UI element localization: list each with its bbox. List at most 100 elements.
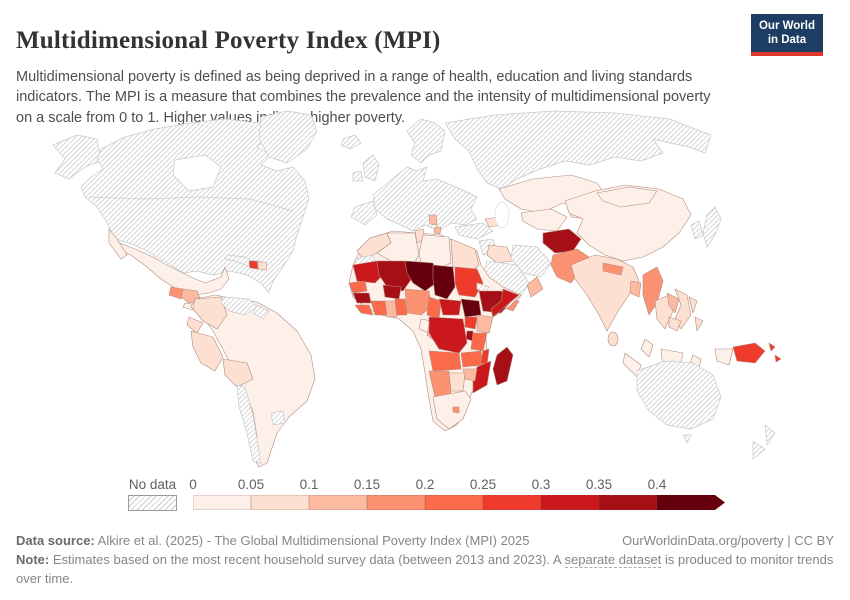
map-region[interactable] — [433, 226, 442, 235]
legend-bin[interactable] — [425, 495, 483, 510]
map-region[interactable] — [690, 220, 704, 240]
map-region[interactable] — [404, 288, 432, 316]
map-region[interactable] — [168, 286, 184, 300]
map-region[interactable] — [462, 368, 478, 382]
map-region[interactable] — [454, 266, 484, 298]
legend-bin[interactable] — [541, 495, 599, 510]
map-region[interactable] — [394, 298, 408, 316]
map-region[interactable] — [438, 298, 462, 316]
map-region[interactable] — [370, 300, 388, 316]
map-region[interactable] — [382, 284, 402, 300]
map-region[interactable] — [352, 292, 372, 304]
map-region[interactable] — [258, 110, 318, 164]
map-region[interactable] — [354, 304, 374, 316]
map-region[interactable] — [362, 154, 380, 182]
map-region[interactable] — [348, 280, 368, 294]
map-region[interactable] — [492, 346, 514, 386]
map-region[interactable] — [520, 208, 568, 232]
page-title: Multidimensional Poverty Index (MPI) — [16, 26, 441, 54]
map-region[interactable] — [248, 260, 259, 270]
map-region[interactable] — [114, 240, 230, 296]
map-region[interactable] — [752, 440, 766, 460]
map-region[interactable] — [732, 342, 766, 364]
note-line: Note: Estimates based on the most recent… — [16, 551, 834, 589]
note-suffix: is produced to monitor trends over time. — [16, 551, 834, 586]
map-region[interactable] — [764, 424, 776, 446]
map-region[interactable] — [444, 110, 712, 190]
legend-tick: 0.05 — [237, 477, 265, 492]
map-region[interactable] — [668, 316, 682, 332]
map-region[interactable] — [270, 410, 286, 426]
map-region[interactable] — [406, 118, 446, 164]
map-region[interactable] — [428, 214, 438, 226]
map-region[interactable] — [464, 316, 478, 330]
legend-tick: 0 — [189, 477, 197, 492]
legend-bin[interactable] — [483, 495, 541, 510]
map-region[interactable] — [340, 134, 362, 150]
legend-bin[interactable] — [657, 495, 725, 510]
map-region[interactable] — [350, 200, 378, 226]
map-region[interactable] — [257, 260, 268, 271]
map-region[interactable] — [526, 276, 544, 298]
map-region[interactable] — [432, 390, 472, 430]
legend-bin[interactable] — [193, 495, 251, 510]
map-region[interactable] — [636, 360, 722, 430]
map-region[interactable] — [602, 262, 624, 276]
map-region[interactable] — [52, 134, 102, 180]
map-region[interactable] — [674, 288, 692, 330]
map-region[interactable] — [384, 300, 398, 318]
map-region[interactable] — [564, 184, 692, 262]
map-region[interactable] — [190, 330, 224, 372]
legend-bin[interactable] — [309, 495, 367, 510]
legend-tick: 0.15 — [353, 477, 381, 492]
map-region[interactable] — [486, 244, 514, 264]
map-region[interactable] — [252, 304, 270, 320]
map-region[interactable] — [452, 406, 460, 414]
legend-tick: 0.4 — [647, 477, 667, 492]
map-region[interactable] — [450, 238, 480, 272]
map-region[interactable] — [236, 384, 262, 464]
legend-bin[interactable] — [251, 495, 309, 510]
map-region[interactable] — [570, 254, 640, 332]
legend-no-data-swatch[interactable] — [128, 495, 177, 511]
map-region[interactable] — [629, 280, 642, 298]
map-region[interactable] — [220, 296, 258, 316]
map-region[interactable] — [426, 296, 442, 320]
legend-tick: 0.1 — [299, 477, 319, 492]
map-region[interactable] — [448, 372, 466, 392]
legend-bin[interactable] — [367, 495, 425, 510]
chart-footer: Data source: Alkire et al. (2025) - The … — [16, 532, 834, 589]
map-region[interactable] — [222, 358, 254, 388]
map-region[interactable] — [702, 206, 722, 248]
map-region[interactable] — [186, 316, 204, 334]
map-region[interactable] — [666, 292, 680, 314]
map-region[interactable] — [607, 331, 619, 347]
map-region[interactable] — [352, 260, 384, 284]
attribution-text: OurWorldinData.org/poverty | CC BY — [622, 533, 834, 548]
map-region[interactable] — [476, 314, 494, 334]
map-region[interactable] — [768, 342, 776, 352]
map-region[interactable] — [688, 296, 698, 314]
map-region[interactable] — [774, 354, 782, 363]
map-region[interactable] — [714, 348, 734, 366]
legend-tick: 0.3 — [531, 477, 551, 492]
map-region[interactable] — [460, 350, 484, 368]
map-region[interactable] — [192, 296, 228, 330]
map-region[interactable] — [352, 170, 364, 182]
legend-no-data[interactable]: No data — [128, 477, 177, 511]
map-region[interactable] — [640, 338, 654, 358]
map-region[interactable] — [372, 166, 478, 232]
map-region[interactable] — [454, 222, 494, 240]
map-region[interactable] — [510, 244, 552, 278]
map-region[interactable] — [460, 298, 482, 318]
separate-dataset-link[interactable]: separate dataset — [564, 551, 662, 568]
map-region[interactable] — [596, 186, 658, 208]
map-region[interactable] — [428, 350, 462, 372]
map-region[interactable] — [682, 434, 692, 444]
map-region[interactable] — [108, 228, 128, 260]
map-region[interactable] — [190, 294, 316, 468]
map-region[interactable] — [694, 316, 704, 332]
map-region[interactable] — [432, 264, 456, 300]
legend-bin[interactable] — [599, 495, 657, 510]
note-prefix: Estimates based on the most recent house… — [49, 551, 565, 567]
